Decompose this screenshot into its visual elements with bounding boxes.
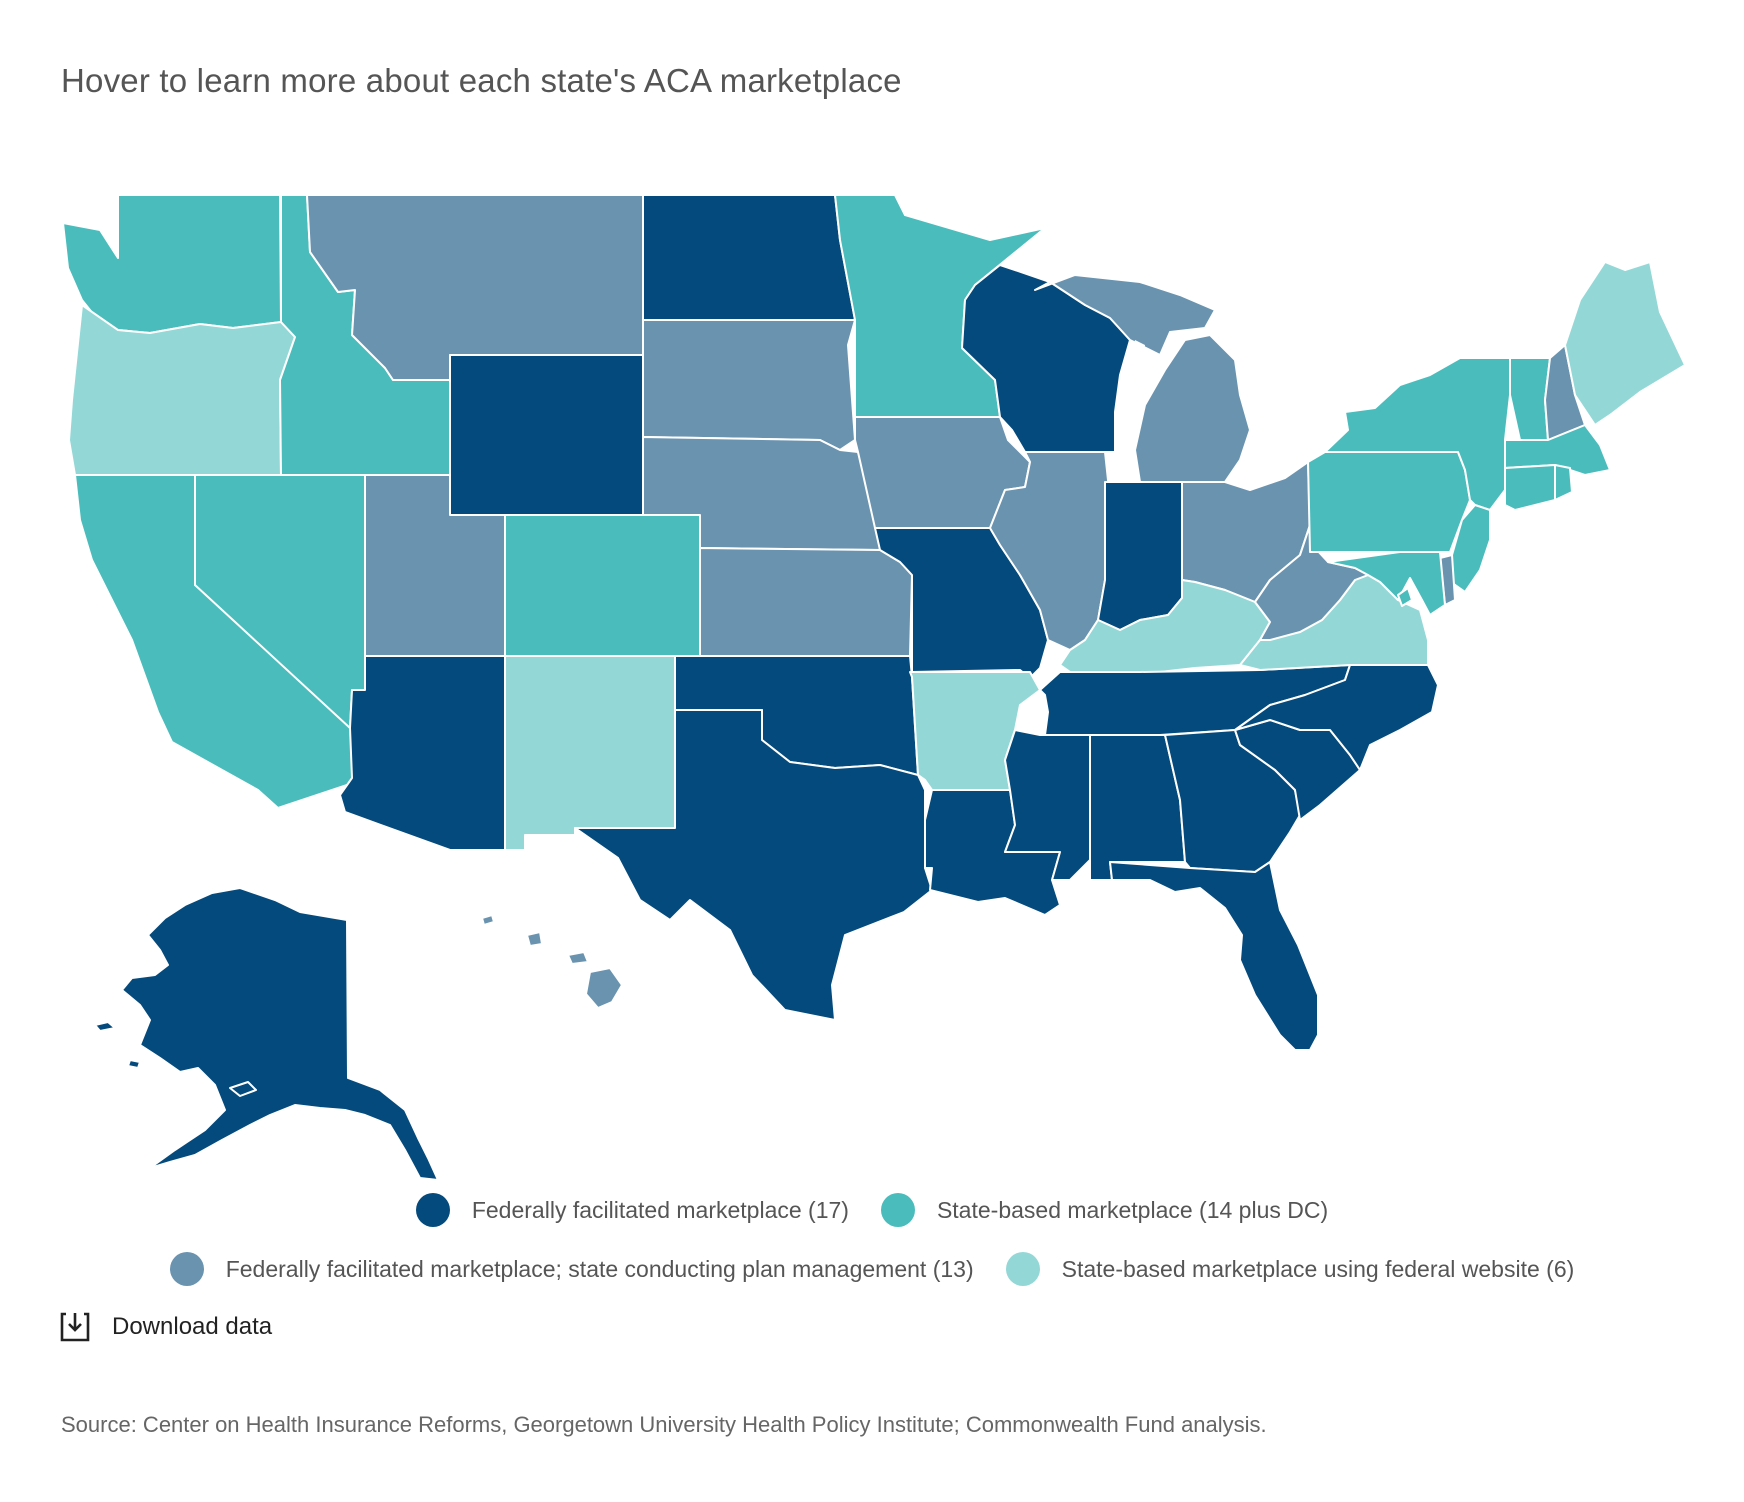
state-nj[interactable]: State-based marketplace (14 plus DC) bbox=[1447, 504, 1491, 593]
state-fl[interactable]: Federally facilitated marketplace (17) bbox=[1109, 861, 1319, 1051]
state-nd[interactable]: Federally facilitated marketplace (17) bbox=[642, 194, 856, 321]
legend-swatch-plan-management bbox=[169, 1252, 204, 1286]
state-or[interactable]: State-based marketplace using federal we… bbox=[68, 304, 296, 476]
legend-label-plan-management: Federally facilitated marketplace; state… bbox=[225, 1255, 974, 1282]
state-me[interactable]: State-based marketplace using federal we… bbox=[1564, 261, 1686, 426]
state-in[interactable]: Federally facilitated marketplace (17) bbox=[1097, 481, 1183, 631]
state-nm[interactable]: State-based marketplace using federal we… bbox=[504, 655, 676, 851]
state-ct[interactable]: State-based marketplace (14 plus DC) bbox=[1504, 464, 1556, 511]
legend-item-state-federal-site[interactable]: State-based marketplace using federal we… bbox=[1005, 1252, 1575, 1286]
state-wy[interactable]: Federally facilitated marketplace (17) bbox=[449, 354, 644, 516]
us-states-map: State-based marketplace (14 plus DC) Sta… bbox=[62, 194, 1686, 1180]
legend-row-1: Federally facilitated marketplace (17) S… bbox=[0, 1193, 1744, 1227]
legend-item-state-based[interactable]: State-based marketplace (14 plus DC) bbox=[880, 1193, 1329, 1227]
state-nc[interactable]: Federally facilitated marketplace (17) bbox=[1234, 664, 1439, 771]
state-az[interactable]: Federally facilitated marketplace (17) bbox=[339, 655, 506, 851]
source-note: Source: Center on Health Insurance Refor… bbox=[61, 1412, 1267, 1437]
state-wa[interactable]: State-based marketplace (14 plus DC) bbox=[62, 194, 282, 334]
legend-row-2: Federally facilitated marketplace; state… bbox=[0, 1252, 1744, 1286]
legend-label-state-based: State-based marketplace (14 plus DC) bbox=[936, 1196, 1329, 1223]
legend-item-federal[interactable]: Federally facilitated marketplace (17) bbox=[415, 1193, 849, 1227]
legend-swatch-federal bbox=[415, 1193, 450, 1227]
download-data-label: Download data bbox=[112, 1313, 273, 1340]
state-hi[interactable]: Federally facilitated marketplace; state… bbox=[481, 914, 623, 1009]
lake-michigan bbox=[1115, 340, 1145, 468]
state-co[interactable]: State-based marketplace (14 plus DC) bbox=[504, 514, 701, 657]
state-wi[interactable]: Federally facilitated marketplace (17) bbox=[961, 264, 1131, 453]
legend-swatch-state-based bbox=[880, 1193, 915, 1227]
state-ak[interactable]: Federally facilitated marketplace (17) bbox=[94, 887, 439, 1180]
legend-swatch-state-federal-site bbox=[1005, 1252, 1040, 1286]
legend-item-plan-management[interactable]: Federally facilitated marketplace; state… bbox=[169, 1252, 974, 1286]
state-pa[interactable]: State-based marketplace (14 plus DC) bbox=[1307, 451, 1471, 553]
state-md[interactable]: State-based marketplace (14 plus DC) bbox=[1327, 551, 1446, 616]
download-data-button[interactable]: Download data bbox=[58, 1310, 272, 1344]
state-dc[interactable]: State-based marketplace (14 plus DC) bbox=[1397, 587, 1413, 607]
chart-title: Hover to learn more about each state's A… bbox=[61, 62, 902, 99]
legend-label-state-federal-site: State-based marketplace using federal we… bbox=[1061, 1255, 1575, 1282]
state-vt[interactable]: State-based marketplace (14 plus DC) bbox=[1509, 357, 1551, 441]
state-mi[interactable]: Federally facilitated marketplace; state… bbox=[1034, 274, 1251, 483]
state-sd[interactable]: Federally facilitated marketplace; state… bbox=[642, 319, 856, 451]
legend-label-federal: Federally facilitated marketplace (17) bbox=[471, 1196, 849, 1223]
state-ks[interactable]: Federally facilitated marketplace; state… bbox=[699, 547, 913, 657]
state-ri[interactable]: State-based marketplace (14 plus DC) bbox=[1554, 464, 1573, 501]
state-wv[interactable]: Federally facilitated marketplace; state… bbox=[1254, 524, 1369, 641]
download-icon bbox=[60, 1312, 90, 1342]
state-tx[interactable]: Federally facilitated marketplace (17) bbox=[574, 709, 933, 1021]
